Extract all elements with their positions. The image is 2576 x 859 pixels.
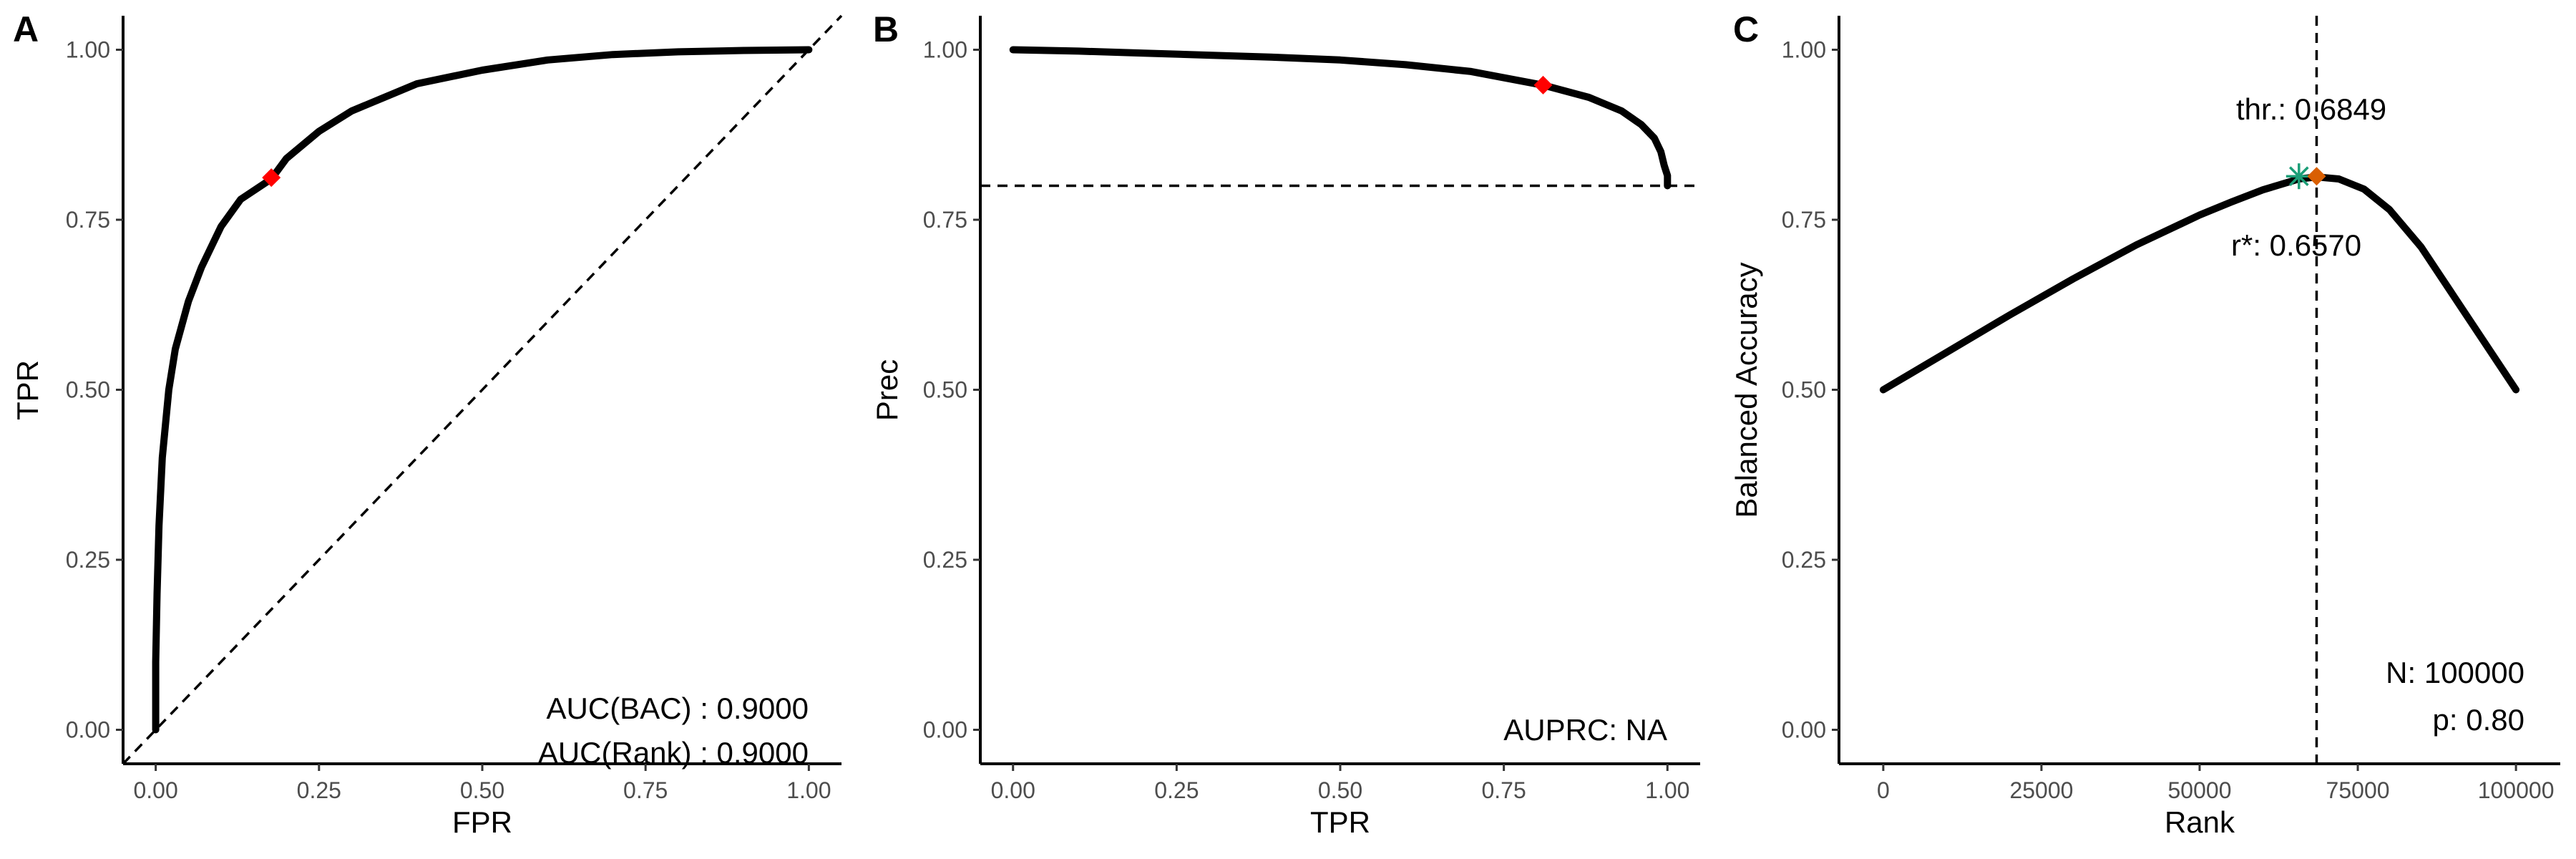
panel-a-x-tick-label: 0.50 xyxy=(460,777,504,803)
panel-b-highlight-point xyxy=(1533,75,1553,94)
panel-a-roc: A 0.00 0.25 0.50 0.75 1.00 0.00 0.25 0.50 0.75 1.… xyxy=(11,9,843,839)
panel-c-y-tick-label: 0.00 xyxy=(1782,717,1826,743)
panel-b-curve-0 xyxy=(1009,46,1672,190)
panel-a-y-tick-label: 0.00 xyxy=(66,717,110,743)
panel-c-n-label: N: 100000 xyxy=(2386,656,2524,689)
panel-c-x-tick-label: 0 xyxy=(1877,777,1890,803)
panel-b-x-tick-label: 0.50 xyxy=(1318,777,1362,803)
panel-b-x-tick-label: 0.00 xyxy=(991,777,1035,803)
panel-c-y-axis-title: Balanced Accuracy xyxy=(1729,262,1763,518)
panel-b-pr: B 0.00 0.25 0.50 0.75 1.00 0.00 0.25 0.50 0.75 1.… xyxy=(870,9,1700,839)
panel-a-x-axis-title: FPR xyxy=(452,805,512,839)
panel-c-y-tick-label: 0.25 xyxy=(1782,547,1826,573)
panel-c-p-label: p: 0.80 xyxy=(2433,703,2524,737)
panel-c-y-tick-label: 1.00 xyxy=(1782,37,1826,63)
panel-c-x-axis-title: Rank xyxy=(2165,805,2235,839)
panel-c-balanced-accuracy: C 0 25000 50000 75000 100000 0.00 0.25 0.50 0.75… xyxy=(1729,9,2560,839)
panel-b-x-tick-label: 0.75 xyxy=(1481,777,1526,803)
panel-a-y-axis-title: TPR xyxy=(11,360,44,420)
panel-b-ticks: 0.00 0.25 0.50 0.75 1.00 0.00 0.25 0.50 0.75 1.00 xyxy=(923,37,1690,804)
panel-a-ticks: 0.00 0.25 0.50 0.75 1.00 0.00 0.25 0.50 0.75 1.00 xyxy=(66,37,831,804)
panel-b-y-tick-label: 0.50 xyxy=(923,377,967,403)
panel-a-y-tick-label: 0.25 xyxy=(66,547,110,573)
panel-a-letter: A xyxy=(13,9,39,49)
panel-c-star-stroke-3 xyxy=(2288,166,2309,187)
panel-b-y-tick-label: 0.25 xyxy=(923,547,967,573)
panel-a-y-tick-label: 1.00 xyxy=(66,37,110,63)
panel-a-y-tick-label: 0.50 xyxy=(66,377,110,403)
panel-a-auc-rank-label: AUC(Rank) : 0.9000 xyxy=(538,736,809,770)
panel-a-x-tick-label: 0.25 xyxy=(297,777,341,803)
panel-c-x-tick-label: 75000 xyxy=(2326,777,2390,803)
panel-c-y-tick-label: 0.50 xyxy=(1782,377,1826,403)
panel-b-y-tick-label: 1.00 xyxy=(923,37,967,63)
panel-b-x-axis-title: TPR xyxy=(1310,805,1370,839)
panel-a-x-tick-label: 0.75 xyxy=(623,777,668,803)
panel-c-x-tick-label: 50000 xyxy=(2168,777,2232,803)
panel-b-auprc-label: AUPRC: NA xyxy=(1503,713,1667,747)
panel-b-y-axis-title: Prec xyxy=(870,359,904,421)
panel-b-x-tick-label: 0.25 xyxy=(1154,777,1199,803)
panel-c-x-tick-label: 25000 xyxy=(2009,777,2073,803)
panel-a-auc-bac-label: AUC(BAC) : 0.9000 xyxy=(547,691,809,725)
panel-c-letter: C xyxy=(1733,9,1759,49)
panel-c-y-tick-label: 0.75 xyxy=(1782,207,1826,233)
panel-c-rstar-label: r*: 0.6570 xyxy=(2231,228,2361,262)
panel-c-x-tick-label: 100000 xyxy=(2478,777,2555,803)
panel-a-x-tick-label: 0.00 xyxy=(133,777,177,803)
panel-a-y-tick-label: 0.75 xyxy=(66,207,110,233)
panel-c-threshold-label: thr.: 0.6849 xyxy=(2236,92,2386,126)
panel-c-curve-0 xyxy=(1879,173,2520,394)
panel-b-x-tick-label: 1.00 xyxy=(1645,777,1689,803)
panel-c-marks xyxy=(1879,16,2520,764)
panel-a-marks xyxy=(122,14,843,765)
panel-c-highlight-point xyxy=(2307,167,2326,186)
panel-c-ticks: 0 25000 50000 75000 100000 0.00 0.25 0.50 0.75 1.… xyxy=(1782,37,2555,804)
panel-a-reference-line xyxy=(122,14,843,765)
panel-a-highlight-point xyxy=(262,168,281,188)
panel-a-x-tick-label: 1.00 xyxy=(786,777,831,803)
panel-b-y-tick-label: 0.00 xyxy=(923,717,967,743)
panel-b-y-tick-label: 0.75 xyxy=(923,207,967,233)
panel-b-marks xyxy=(980,46,1700,190)
panel-b-letter: B xyxy=(873,9,899,49)
